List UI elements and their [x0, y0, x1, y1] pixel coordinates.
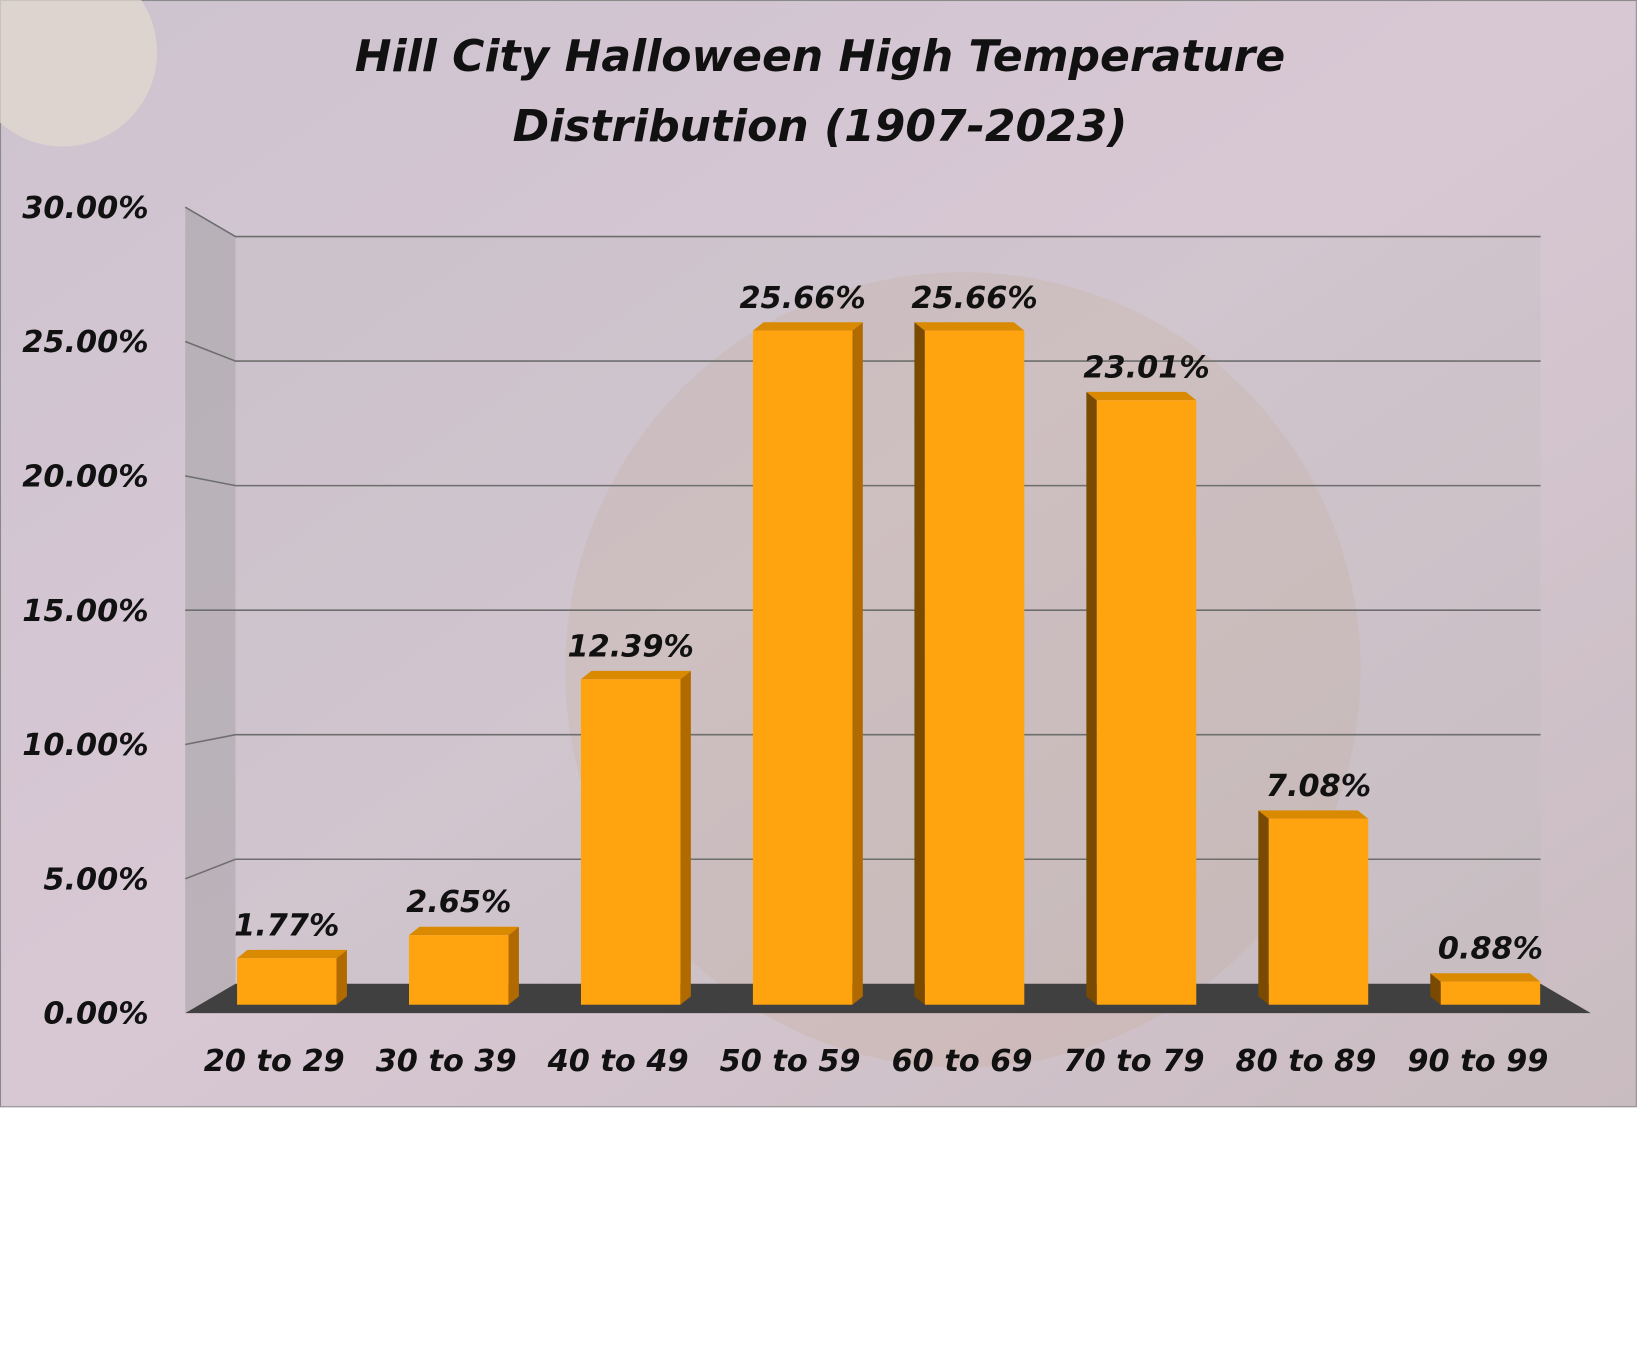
x-tick-label: 70 to 79 [1064, 1044, 1205, 1079]
bar-top [237, 949, 347, 959]
y-tick-label: 30.00% [22, 191, 148, 226]
data-label: 25.66% [739, 281, 865, 316]
bar-top [1430, 973, 1541, 982]
bar [1268, 818, 1369, 1005]
x-tick-label: 50 to 59 [720, 1044, 861, 1079]
bar [924, 330, 1025, 1005]
bar-side [1086, 391, 1097, 1005]
x-tick-label: 40 to 49 [547, 1044, 689, 1079]
bar-top [914, 322, 1025, 331]
data-label: 7.08% [1266, 769, 1371, 804]
y-tick-label: 20.00% [22, 459, 148, 494]
data-label: 12.39% [567, 629, 693, 664]
floor [185, 983, 1591, 1014]
bar [1440, 981, 1541, 1005]
data-label: 2.65% [406, 885, 511, 920]
bar-top [409, 926, 519, 936]
bar [409, 935, 509, 1005]
data-label: 23.01% [1083, 350, 1209, 385]
bar-top [752, 322, 863, 331]
x-tick-label: 60 to 69 [892, 1044, 1033, 1079]
plot-root: 0.00% 5.00% 10.00% 15.00% 20.00% 25.00% 30.00%… [0, 0, 1637, 1108]
bar [752, 330, 853, 1005]
bar-side [1430, 973, 1441, 1005]
bar-top [580, 670, 691, 680]
bar-top [1086, 391, 1197, 401]
x-tick-label: 30 to 39 [376, 1044, 517, 1079]
y-tick-label: 5.00% [43, 862, 148, 897]
bar [237, 958, 337, 1005]
bar-side [914, 322, 925, 1005]
bar [580, 679, 681, 1005]
bar-side [336, 949, 347, 1005]
chart-title: Hill City Halloween High Temperature Dis… [354, 31, 1286, 152]
grid-line [184, 206, 1541, 238]
y-tick-label: 0.00% [43, 997, 148, 1032]
data-label: 0.88% [1438, 932, 1543, 967]
bar-side [1258, 810, 1269, 1005]
x-tick-label: 80 to 89 [1235, 1044, 1376, 1079]
y-tick-label: 10.00% [22, 728, 148, 763]
bar-side [508, 926, 519, 1005]
y-tick-label: 15.00% [22, 594, 148, 629]
data-label: 1.77% [234, 908, 339, 943]
bar-side [680, 670, 691, 1005]
bar-side [852, 322, 863, 1005]
x-tick-label: 20 to 29 [204, 1044, 345, 1079]
y-tick-label: 25.00% [22, 325, 148, 360]
grid-line [184, 340, 1541, 362]
x-tick-label: 90 to 99 [1407, 1044, 1548, 1079]
moon [0, 0, 157, 147]
bar [1096, 400, 1197, 1005]
data-label: 25.66% [911, 281, 1037, 316]
bar-top [1258, 810, 1369, 819]
